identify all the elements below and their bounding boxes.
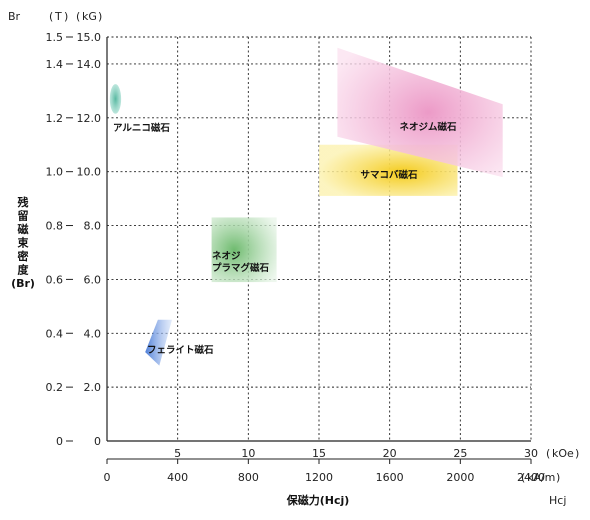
x-tick-label-top: 15: [312, 447, 326, 460]
svg-text:): ): [575, 447, 579, 460]
region-ellipse: [109, 84, 122, 114]
svg-text:): ): [64, 10, 68, 23]
axes: 0 0 0.2 2.0 0.4 4.0 0.6 6.0 0.8 8.0 1.0 10.0 1.2 12.0…: [11, 31, 545, 484]
region-polygon: [337, 47, 503, 178]
svg-text:): ): [556, 471, 560, 484]
y-tick-label-right: 15.0: [77, 31, 102, 44]
y-tick-label-left: 0.6: [46, 273, 64, 286]
svg-text:(: (: [76, 10, 80, 23]
region-polygon: [145, 319, 172, 366]
x-tick-label-bottom: 1600: [376, 471, 404, 484]
x-tick-label-bottom: 400: [167, 471, 188, 484]
y-tick-label-left: 0.8: [46, 220, 64, 233]
region-label: フェライト磁石: [147, 344, 214, 356]
y-unit-left: ( T ): [49, 10, 68, 23]
region-rect: [211, 217, 277, 283]
svg-text:T: T: [54, 10, 62, 23]
y-tick-label-right: 12.0: [77, 112, 102, 125]
x-tick-label-bottom: 1200: [305, 471, 333, 484]
x-tick-label-bottom: 2400: [517, 471, 545, 484]
region-label: プラマグ磁石: [212, 262, 270, 274]
svg-text:kG: kG: [82, 10, 97, 23]
svg-text:(: (: [521, 471, 525, 484]
svg-text:): ): [98, 10, 102, 23]
x-tick-label-top: 5: [174, 447, 181, 460]
y-axis-title-line: 度: [18, 263, 30, 277]
y-tick-label-right: 0: [94, 435, 101, 448]
y-axis-code: Br: [8, 10, 21, 23]
y-tick-label-left: 1.0: [46, 166, 64, 179]
region-label: アルニコ磁石: [113, 122, 170, 134]
x-axis-code: Hcj: [549, 494, 566, 507]
x-tick-label-top: 30: [524, 447, 538, 460]
y-axis-title-line: 残: [18, 195, 29, 209]
x-tick-label-top: 25: [453, 447, 467, 460]
svg-text:kOe: kOe: [552, 447, 574, 460]
y-tick-label-left: 0: [56, 435, 63, 448]
x-tick-label-bottom: 0: [104, 471, 111, 484]
y-axis-title-line: (Br): [11, 277, 35, 290]
region-label: ネオジム磁石: [399, 121, 457, 133]
y-tick-label-right: 14.0: [77, 58, 102, 71]
x-axis-title: 保磁力(Hcj): [286, 493, 350, 507]
y-axis-title-line: 密: [18, 249, 29, 263]
y-unit-right: ( kG ): [76, 10, 102, 23]
x-tick-label-top: 10: [241, 447, 255, 460]
y-axis-title-line: 束: [18, 236, 30, 250]
y-tick-label-left: 0.4: [46, 327, 64, 340]
x-unit-top: ( kOe ): [546, 447, 579, 460]
y-tick-label-left: 1.5: [46, 31, 64, 44]
svg-text:kA/m: kA/m: [527, 471, 555, 484]
y-tick-label-right: 6.0: [84, 273, 102, 286]
svg-text:(: (: [546, 447, 550, 460]
y-tick-label-right: 10.0: [77, 166, 102, 179]
x-tick-label-top: 20: [383, 447, 397, 460]
y-tick-label-left: 0.2: [46, 381, 64, 394]
svg-text:(: (: [49, 10, 53, 23]
x-tick-label-bottom: 2000: [446, 471, 474, 484]
y-axis-title-line: 留: [18, 209, 29, 223]
y-tick-label-left: 1.4: [46, 58, 64, 71]
y-tick-label-right: 2.0: [84, 381, 102, 394]
x-tick-label-bottom: 800: [238, 471, 259, 484]
y-tick-label-right: 8.0: [84, 220, 102, 233]
region-label: サマコバ磁石: [360, 169, 418, 181]
region-label: ネオジ: [212, 251, 241, 262]
x-unit-bottom: ( kA/m ): [521, 471, 560, 484]
y-tick-label-left: 1.2: [46, 112, 64, 125]
y-tick-label-right: 4.0: [84, 327, 102, 340]
y-axis-title-line: 磁: [18, 222, 29, 236]
